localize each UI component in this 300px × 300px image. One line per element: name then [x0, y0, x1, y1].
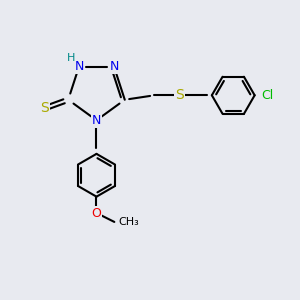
Text: Cl: Cl — [261, 89, 273, 102]
Text: CH₃: CH₃ — [119, 217, 140, 227]
Text: S: S — [40, 101, 49, 116]
Text: N: N — [109, 60, 119, 73]
Text: S: S — [176, 88, 184, 102]
Text: H: H — [67, 53, 75, 63]
Text: N: N — [74, 60, 84, 73]
Text: N: N — [92, 114, 101, 127]
Text: O: O — [92, 206, 101, 220]
